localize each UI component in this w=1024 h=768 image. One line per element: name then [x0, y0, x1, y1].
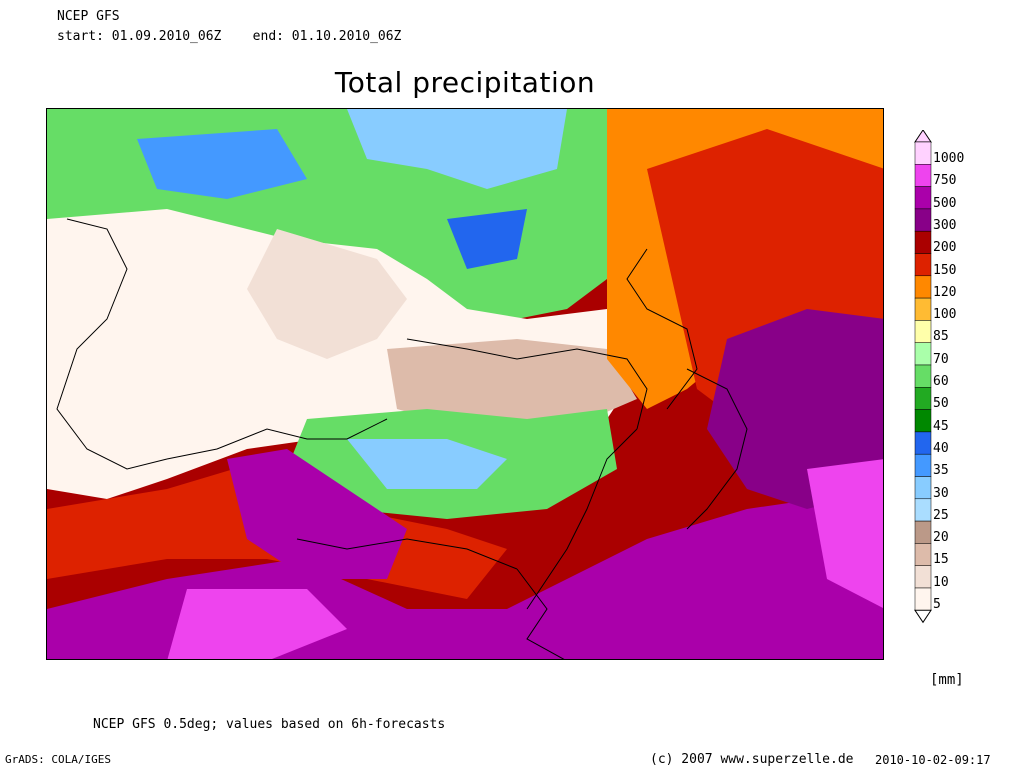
coastlines	[56, 218, 748, 659]
region-pacific-magenta	[807, 459, 883, 608]
legend-label-750: 750	[933, 173, 957, 189]
precipitation-map	[46, 108, 884, 660]
legend-label-200: 200	[933, 240, 957, 256]
legend-label-1000: 1000	[933, 151, 965, 166]
legend-swatch-25	[914, 498, 932, 522]
legend-swatch-40	[914, 431, 932, 455]
legend-bar	[914, 129, 932, 624]
legend-label-20: 20	[933, 530, 949, 546]
legend-swatch-35	[914, 453, 932, 477]
legend-bottom-arrow	[914, 609, 932, 624]
legend-label-25: 25	[933, 507, 949, 523]
legend-top-arrow	[914, 129, 932, 143]
legend-swatch-60	[914, 364, 932, 388]
legend-swatch-200	[914, 230, 932, 254]
legend-label-45: 45	[933, 418, 949, 434]
region-pacific-purple	[707, 309, 883, 509]
legend-swatch-300	[914, 208, 932, 232]
legend-swatch-100	[914, 297, 932, 321]
legend-label-10: 10	[933, 574, 949, 590]
region-north-darkblue	[447, 209, 527, 269]
legend-swatch-20	[914, 520, 932, 544]
legend-label-70: 70	[933, 351, 949, 367]
region-china-blue	[347, 439, 507, 489]
footer-timestamp: 2010-10-02-09:17	[875, 753, 991, 767]
legend-swatch-150	[914, 253, 932, 277]
legend-label-30: 30	[933, 485, 949, 501]
unit-label: [mm]	[930, 672, 964, 688]
region-bay-magenta	[167, 589, 347, 659]
legend-label-120: 120	[933, 284, 957, 300]
legend-label-35: 35	[933, 463, 949, 479]
legend-swatch-85	[914, 320, 932, 343]
legend-swatch-1000	[914, 141, 932, 165]
legend-swatch-750	[914, 164, 932, 187]
legend-swatch-5	[914, 587, 932, 611]
period-label: start: 01.09.2010_06Z end: 01.10.2010_06…	[57, 29, 402, 44]
legend-label-50: 50	[933, 396, 949, 412]
legend-label-5: 5	[933, 597, 941, 612]
legend-label-300: 300	[933, 217, 957, 233]
legend-swatch-120	[914, 275, 932, 299]
legend-swatch-30	[914, 476, 932, 500]
footer-copyright: (c) 2007 www.superzelle.de	[650, 752, 854, 767]
region-mongolia	[387, 339, 637, 429]
map-title: Total precipitation	[334, 66, 596, 99]
legend-label-15: 15	[933, 552, 949, 568]
legend-label-150: 150	[933, 262, 957, 278]
legend-label-500: 500	[933, 195, 957, 211]
model-label: NCEP GFS	[57, 9, 120, 24]
legend-swatch-10	[914, 565, 932, 589]
map-canvas	[47, 109, 883, 659]
footer-grads: GrADS: COLA/IGES	[5, 753, 111, 766]
legend-swatch-500	[914, 186, 932, 210]
region-north-blue-2	[137, 129, 307, 199]
legend-swatch-70	[914, 342, 932, 366]
legend-swatch-45	[914, 409, 932, 433]
region-desert-edge	[247, 229, 407, 359]
region-north-blue	[347, 109, 567, 189]
legend-label-60: 60	[933, 374, 949, 389]
legend-label-40: 40	[933, 440, 949, 456]
legend-label-85: 85	[933, 329, 949, 345]
legend-swatch-15	[914, 543, 932, 566]
footer-note: NCEP GFS 0.5deg; values based on 6h-fore…	[93, 717, 446, 732]
legend-label-100: 100	[933, 307, 957, 323]
legend-swatch-50	[914, 387, 932, 410]
legend	[913, 129, 1023, 630]
